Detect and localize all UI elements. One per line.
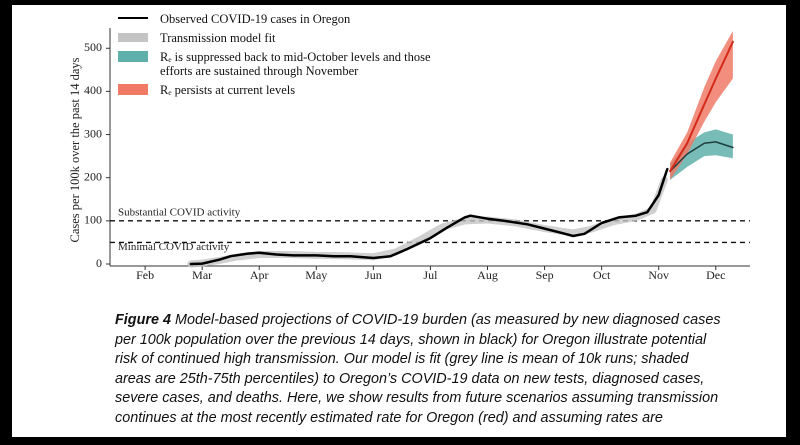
caption-text: Model-based projections of COVID-19 burd… <box>174 312 721 328</box>
x-tick-label: Aug <box>477 268 498 282</box>
series-line <box>669 40 734 173</box>
y-tick-label: 300 <box>84 126 102 140</box>
legend-label: Transmission model fit <box>160 31 276 45</box>
x-tick-label: Jun <box>365 268 382 282</box>
legend-swatch-mark <box>118 32 148 42</box>
y-axis-label: Cases per 100k over the past 14 days <box>68 57 82 242</box>
caption: Figure 4 Model-based projections of COVID… <box>115 311 721 429</box>
x-tick-label: Mar <box>192 268 212 282</box>
legend-swatch <box>118 12 148 24</box>
caption-label: Figure 4 <box>115 312 171 328</box>
legend-item: Observed COVID-19 cases in Oregon <box>118 12 440 26</box>
legend-item: Transmission model fit <box>118 31 440 45</box>
x-tick-label: Apr <box>250 268 269 282</box>
y-tick-label: 400 <box>84 83 102 97</box>
legend-label: Rₑ persists at current levels <box>160 83 296 97</box>
series-line <box>187 176 668 268</box>
reference-label: Substantial COVID activity <box>118 206 241 218</box>
y-tick-label: 100 <box>84 213 102 227</box>
caption-line: continues at the most recently estimated… <box>115 409 721 429</box>
legend-swatch <box>118 83 148 95</box>
legend-swatch-mark <box>118 50 148 62</box>
x-tick-label: Dec <box>706 268 725 282</box>
legend-label: Rₑ is suppressed back to mid-October lev… <box>160 50 431 78</box>
caption-line: per 100k population over the previous 14… <box>115 331 721 351</box>
legend-label: Observed COVID-19 cases in Oregon <box>160 12 351 26</box>
x-tick-label: Feb <box>136 268 154 282</box>
caption-line: Figure 4 Model-based projections of COVID… <box>115 311 721 331</box>
legend-swatch <box>118 50 148 62</box>
legend-swatch-mark <box>118 83 148 95</box>
legend: Observed COVID-19 cases in Oregon Transmi… <box>118 12 440 102</box>
y-tick-label: 0 <box>96 256 102 270</box>
x-tick-label: Sep <box>536 268 554 282</box>
series-line <box>669 141 734 172</box>
legend-swatch <box>118 31 148 43</box>
series-line <box>189 167 669 266</box>
x-tick-label: May <box>305 268 327 282</box>
x-tick-label: Oct <box>593 268 611 282</box>
reference-label: Minimal COVID activity <box>118 241 230 253</box>
caption-line: risk of continued high transmission. Our… <box>115 350 721 370</box>
uncertainty-band <box>670 31 733 180</box>
caption-text: risk of continued high transmission. Our… <box>115 351 689 368</box>
caption-text: per 100k population over the previous 14… <box>115 331 707 348</box>
x-tick-label: Jul <box>423 268 438 282</box>
caption-text: continues at the most recently estimated… <box>115 409 663 426</box>
y-tick-label: 500 <box>84 40 102 54</box>
y-tick-label: 200 <box>84 169 102 183</box>
legend-item: Rₑ persists at current levels <box>118 83 440 97</box>
caption-line: severe cases, and deaths. Here, we show … <box>115 389 721 409</box>
caption-text: severe cases, and deaths. Here, we show … <box>115 390 719 407</box>
x-tick-label: Nov <box>648 268 669 282</box>
caption-line: areas are 25th-75th percentiles) to Oreg… <box>115 370 721 390</box>
caption-text: areas are 25th-75th percentiles) to Oreg… <box>115 370 705 387</box>
legend-item: Rₑ is suppressed back to mid-October lev… <box>118 50 440 78</box>
legend-swatch-mark <box>118 16 148 20</box>
